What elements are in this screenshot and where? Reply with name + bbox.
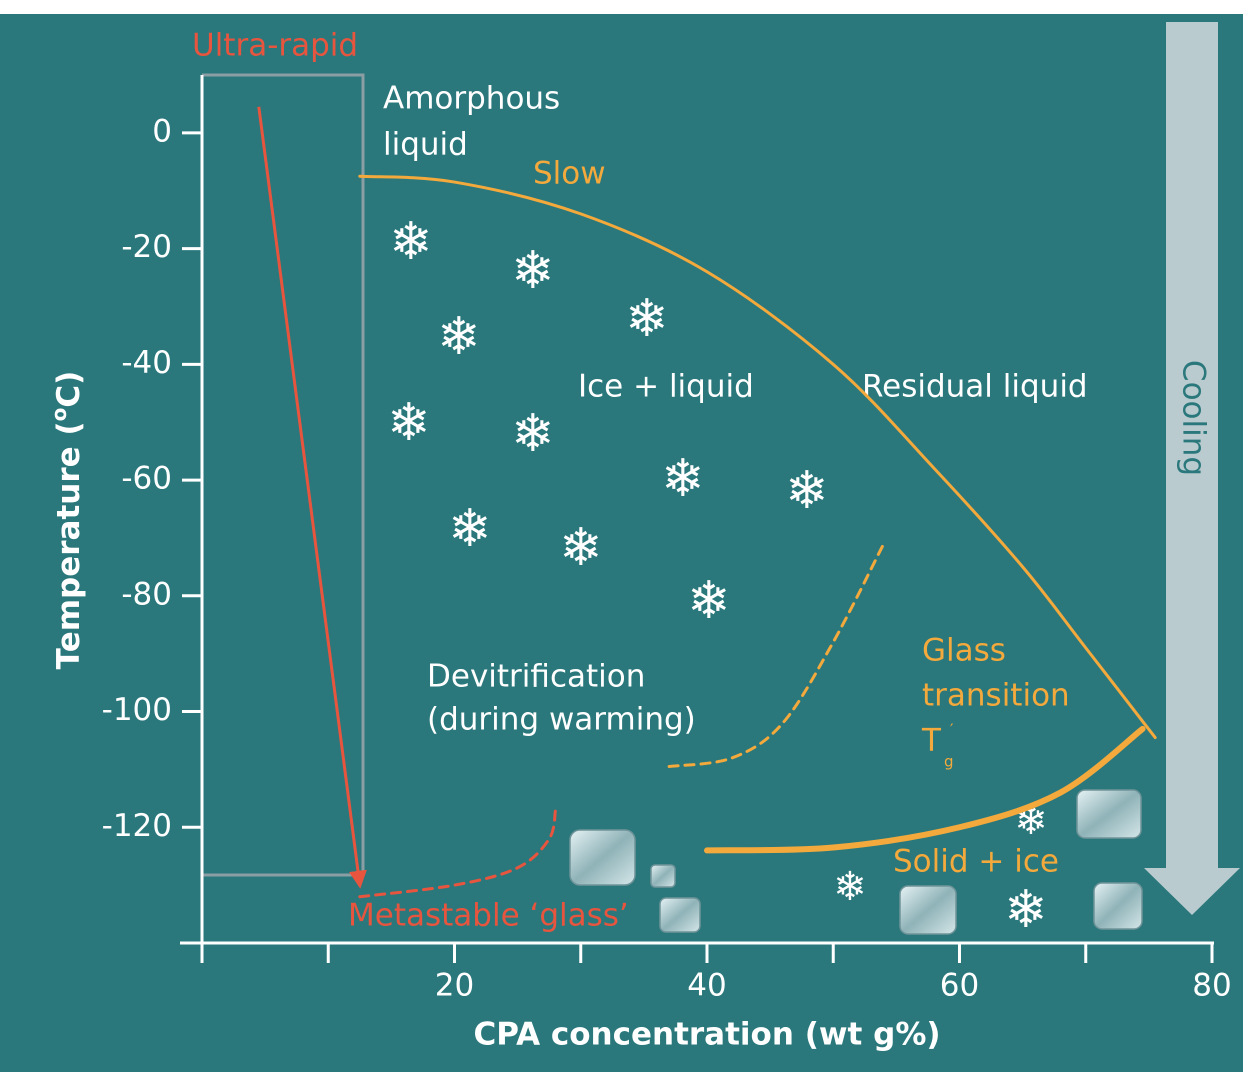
amorphous-label: Amorphous xyxy=(383,81,560,117)
cooling-label: Cooling xyxy=(1176,360,1212,476)
snowflake: ❄ xyxy=(511,241,555,301)
snowflake: ❄ xyxy=(389,212,433,272)
tg-subscript: g xyxy=(944,753,954,771)
glass-transition-label: transition xyxy=(922,678,1070,714)
page: {"chart_data": { "type": "phase-diagram"… xyxy=(0,0,1243,1072)
y-tick-label: -100 xyxy=(102,692,172,728)
snowflake: ❄ xyxy=(661,449,705,509)
y-tick-label: -40 xyxy=(121,345,172,381)
ice-cube xyxy=(900,886,956,934)
ice-liquid-label: Ice + liquid xyxy=(578,369,754,405)
residual-label: Residual liquid xyxy=(862,369,1088,405)
snowflake: ❄ xyxy=(785,461,829,521)
snowflake: ❄ xyxy=(448,499,492,559)
glass-transition-label: Glass xyxy=(922,633,1006,669)
snowflake: ❄ xyxy=(1004,880,1048,940)
y-axis-title-end: C) xyxy=(51,371,87,408)
snowflake: ❄ xyxy=(833,864,867,910)
metastable-label: Metastable ‘glass’ xyxy=(348,898,629,934)
amorphous-label: liquid xyxy=(383,127,468,163)
y-tick-label: -20 xyxy=(121,229,172,265)
top-strip xyxy=(0,0,1243,14)
chart: Cooling ❄ ❄ ❄ ❄ ❄ ❄ ❄ ❄ ❄ ❄ ❄ ❄ ❄ ❄ Ultr… xyxy=(0,0,1243,1072)
x-axis-title: CPA concentration (wt g%) xyxy=(473,1017,940,1053)
x-tick-label: 40 xyxy=(687,968,726,1004)
devitrification-label: (during warming) xyxy=(427,702,696,738)
snowflake: ❄ xyxy=(511,404,555,464)
devitrification-label: Devitrification xyxy=(427,659,645,695)
ice-cube xyxy=(1094,883,1142,929)
y-tick-label: 0 xyxy=(152,113,172,149)
snowflake: ❄ xyxy=(687,571,731,631)
x-tick-label: 20 xyxy=(435,968,474,1004)
solid-ice-label: Solid + ice xyxy=(893,844,1059,880)
ice-cube xyxy=(651,865,675,887)
tg-label: T xyxy=(921,723,942,759)
ice-cube xyxy=(660,898,700,932)
y-axis-title-text: Temperature ( xyxy=(51,421,87,669)
snowflake: ❄ xyxy=(559,518,603,578)
ice-cube xyxy=(570,830,635,885)
ice-cube xyxy=(1077,790,1141,838)
y-tick-label: -80 xyxy=(121,576,172,612)
y-tick-label: -60 xyxy=(121,461,172,497)
x-tick-label: 60 xyxy=(940,968,979,1004)
ultra-rapid-label: Ultra-rapid xyxy=(192,28,358,64)
snowflake: ❄ xyxy=(625,289,669,349)
slow-label: Slow xyxy=(533,156,606,192)
y-tick-label: -120 xyxy=(102,808,172,844)
y-axis-title-sup: o xyxy=(47,408,71,422)
snowflake: ❄ xyxy=(387,393,431,453)
snowflake: ❄ xyxy=(437,307,481,367)
tg-prime: ′ xyxy=(950,721,954,739)
x-tick-label: 80 xyxy=(1192,968,1231,1004)
